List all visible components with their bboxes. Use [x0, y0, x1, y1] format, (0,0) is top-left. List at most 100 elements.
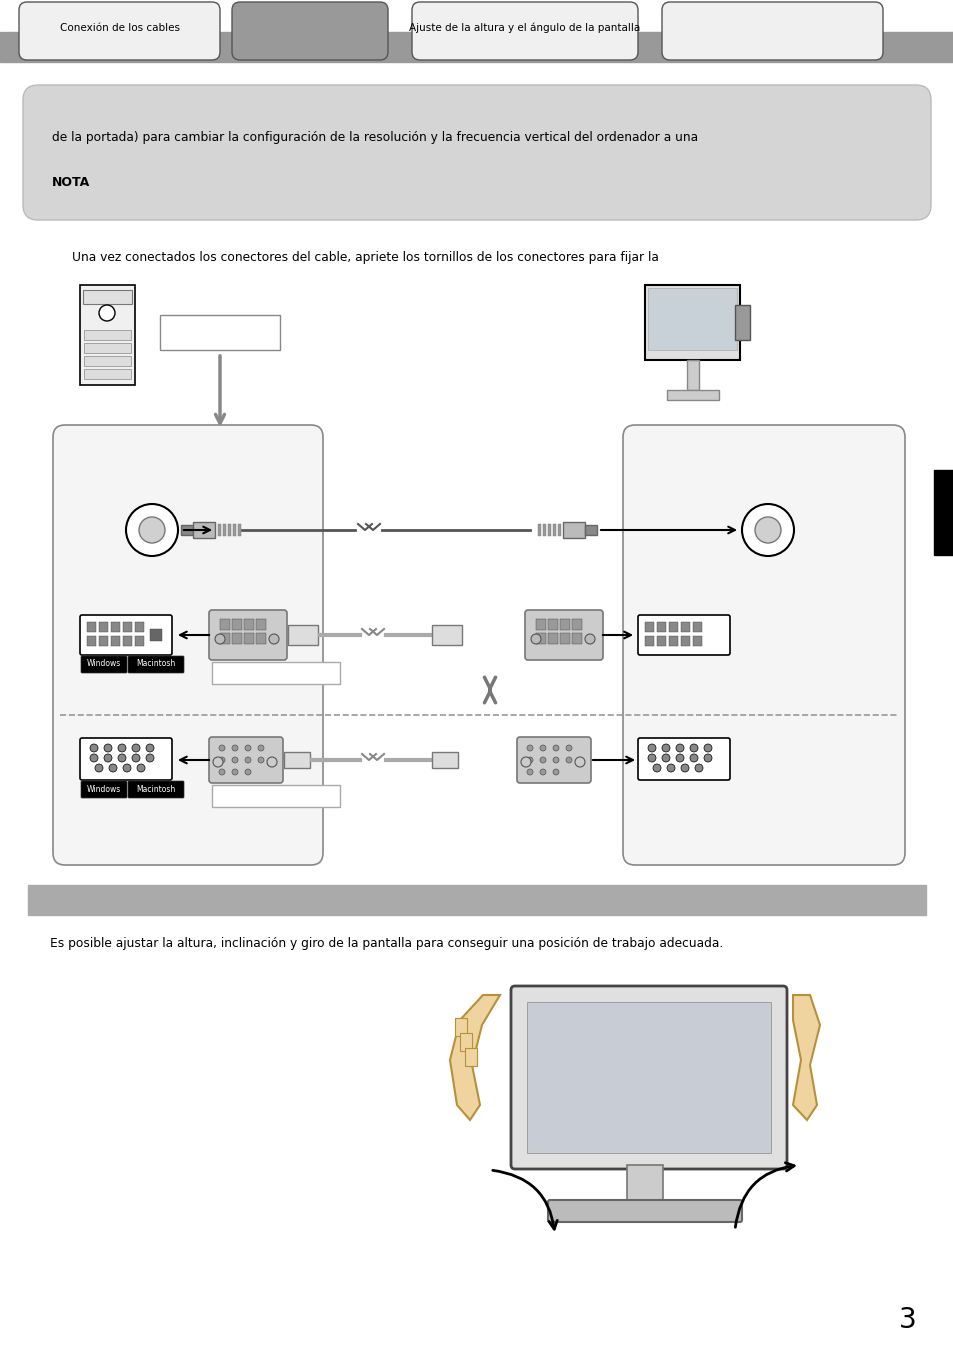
Bar: [28, 886, 925, 915]
Bar: [228, 524, 231, 536]
Bar: [553, 524, 556, 536]
Bar: [99, 622, 108, 632]
Bar: [686, 360, 699, 390]
Bar: [542, 524, 545, 536]
Circle shape: [526, 745, 533, 751]
Text: de la portada) para cambiar la configuración de la resolución y la frecuencia ve: de la portada) para cambiar la configura…: [52, 131, 698, 143]
FancyBboxPatch shape: [19, 1, 220, 59]
Bar: [135, 636, 144, 647]
Bar: [455, 1018, 467, 1035]
Circle shape: [703, 755, 711, 761]
FancyBboxPatch shape: [209, 610, 287, 660]
Polygon shape: [792, 995, 820, 1120]
Bar: [218, 524, 221, 536]
Circle shape: [267, 757, 276, 767]
Circle shape: [123, 764, 131, 772]
FancyBboxPatch shape: [128, 656, 184, 674]
Bar: [657, 636, 665, 647]
Bar: [572, 620, 581, 630]
Circle shape: [584, 634, 595, 644]
FancyBboxPatch shape: [622, 425, 904, 865]
Circle shape: [575, 757, 584, 767]
Circle shape: [661, 755, 669, 761]
Circle shape: [126, 504, 178, 556]
Bar: [181, 525, 193, 535]
Circle shape: [553, 745, 558, 751]
Circle shape: [526, 757, 533, 763]
Bar: [284, 752, 310, 768]
Bar: [150, 629, 162, 641]
Circle shape: [95, 764, 103, 772]
Circle shape: [90, 755, 98, 761]
Circle shape: [219, 769, 225, 775]
Bar: [87, 622, 96, 632]
FancyBboxPatch shape: [412, 1, 638, 59]
Bar: [537, 524, 540, 536]
Circle shape: [689, 744, 698, 752]
Bar: [558, 524, 560, 536]
Circle shape: [139, 517, 165, 543]
Bar: [123, 636, 132, 647]
Bar: [232, 633, 242, 644]
Circle shape: [661, 744, 669, 752]
FancyBboxPatch shape: [53, 425, 323, 865]
FancyBboxPatch shape: [511, 986, 786, 1169]
Bar: [237, 524, 241, 536]
Bar: [680, 622, 689, 632]
Bar: [99, 636, 108, 647]
Polygon shape: [450, 995, 499, 1120]
Bar: [212, 784, 339, 807]
Bar: [232, 620, 242, 630]
Circle shape: [526, 769, 533, 775]
Bar: [547, 620, 558, 630]
Circle shape: [137, 764, 145, 772]
Bar: [0, 32, 953, 62]
Bar: [255, 633, 266, 644]
Circle shape: [146, 755, 153, 761]
Circle shape: [104, 755, 112, 761]
Circle shape: [666, 764, 675, 772]
Circle shape: [118, 744, 126, 752]
Bar: [572, 633, 581, 644]
Bar: [657, 622, 665, 632]
Bar: [644, 636, 654, 647]
Bar: [111, 636, 120, 647]
Circle shape: [741, 504, 793, 556]
Circle shape: [132, 755, 140, 761]
FancyBboxPatch shape: [524, 610, 602, 660]
Text: NOTA: NOTA: [52, 177, 91, 189]
Circle shape: [553, 769, 558, 775]
Bar: [432, 625, 461, 645]
Circle shape: [689, 755, 698, 761]
Bar: [644, 622, 654, 632]
Bar: [526, 1002, 770, 1153]
Text: Windows: Windows: [87, 660, 121, 668]
Bar: [933, 470, 953, 555]
FancyBboxPatch shape: [638, 616, 729, 655]
FancyBboxPatch shape: [81, 782, 127, 798]
Text: Una vez conectados los conectores del cable, apriete los tornillos de los conect: Una vez conectados los conectores del ca…: [71, 251, 659, 265]
Bar: [244, 620, 253, 630]
Bar: [559, 620, 569, 630]
Circle shape: [520, 757, 531, 767]
Bar: [584, 525, 597, 535]
Bar: [84, 356, 131, 366]
Bar: [193, 522, 214, 539]
Circle shape: [219, 757, 225, 763]
Bar: [692, 636, 701, 647]
Bar: [562, 522, 584, 539]
Bar: [644, 285, 740, 360]
Bar: [536, 620, 545, 630]
Circle shape: [676, 744, 683, 752]
Bar: [83, 290, 132, 304]
Circle shape: [539, 745, 545, 751]
Text: 3: 3: [898, 1305, 916, 1334]
Circle shape: [257, 745, 264, 751]
Bar: [84, 369, 131, 379]
Bar: [111, 622, 120, 632]
Bar: [680, 636, 689, 647]
Circle shape: [703, 744, 711, 752]
FancyBboxPatch shape: [80, 738, 172, 780]
Bar: [288, 625, 317, 645]
Circle shape: [132, 744, 140, 752]
